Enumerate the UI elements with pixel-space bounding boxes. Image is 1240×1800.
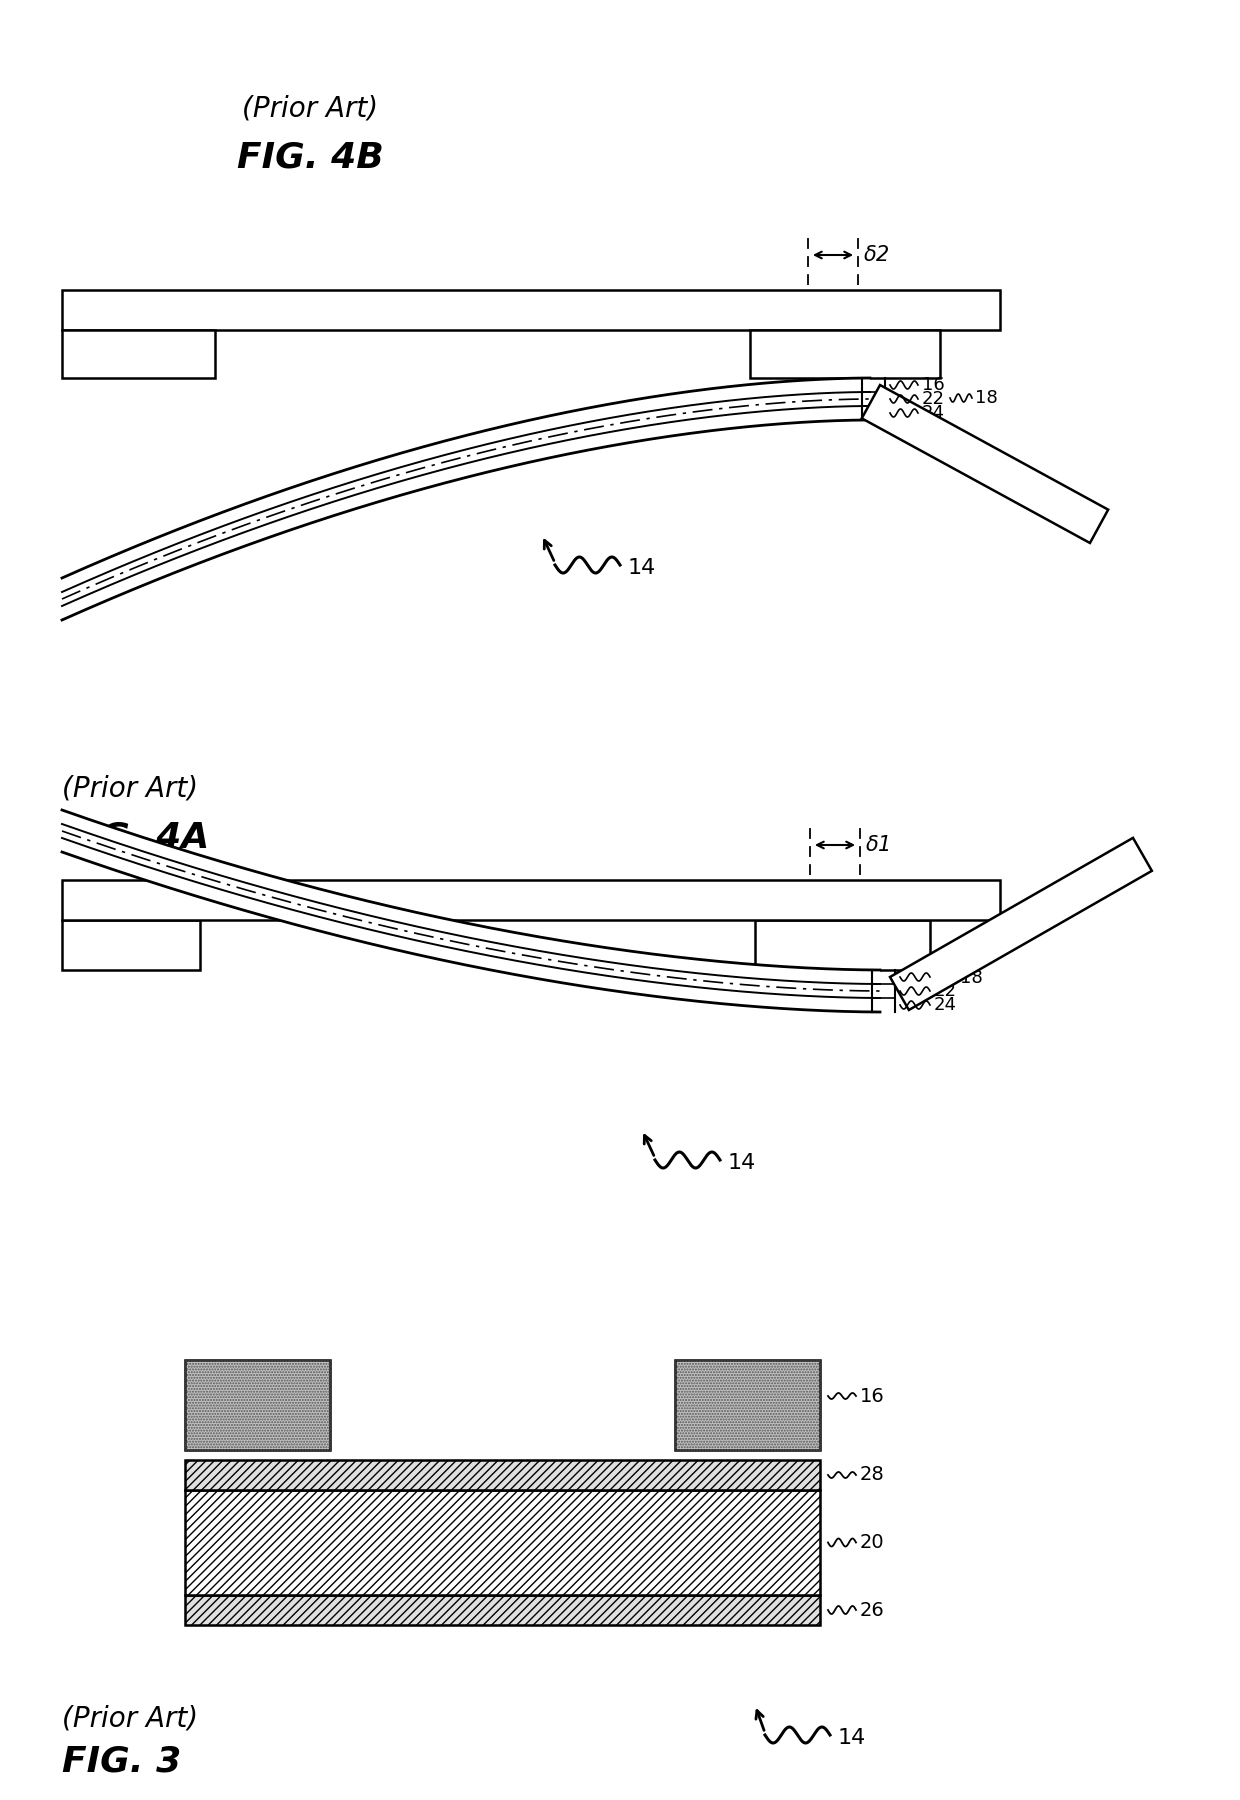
Text: 16: 16 bbox=[934, 968, 957, 986]
Bar bbox=[62, 290, 999, 329]
Text: 18: 18 bbox=[960, 968, 983, 986]
Bar bbox=[675, 1361, 820, 1451]
Bar bbox=[755, 920, 930, 970]
Bar bbox=[185, 1595, 820, 1625]
Bar bbox=[675, 1361, 820, 1451]
Text: 14: 14 bbox=[728, 1154, 756, 1174]
Text: 26: 26 bbox=[861, 1600, 885, 1620]
Text: FIG. 4B: FIG. 4B bbox=[237, 140, 383, 175]
Polygon shape bbox=[890, 837, 1152, 1010]
Text: FIG. 3: FIG. 3 bbox=[62, 1744, 181, 1778]
Text: $\delta$1: $\delta$1 bbox=[866, 835, 890, 855]
Text: 22: 22 bbox=[934, 983, 957, 1001]
Text: (Prior Art): (Prior Art) bbox=[62, 1705, 198, 1733]
Bar bbox=[62, 880, 999, 920]
Bar bbox=[185, 1361, 330, 1451]
Bar bbox=[185, 1460, 820, 1490]
Bar bbox=[62, 920, 200, 970]
Bar bbox=[62, 329, 215, 378]
Text: $\delta$2: $\delta$2 bbox=[863, 245, 890, 265]
Bar bbox=[185, 1490, 820, 1595]
Polygon shape bbox=[62, 378, 870, 619]
Text: 16: 16 bbox=[923, 376, 945, 394]
Text: (Prior Art): (Prior Art) bbox=[62, 776, 198, 803]
Text: 14: 14 bbox=[627, 558, 656, 578]
Text: FIG. 4A: FIG. 4A bbox=[62, 821, 210, 853]
Polygon shape bbox=[862, 385, 1109, 544]
Bar bbox=[185, 1460, 820, 1490]
Text: 24: 24 bbox=[934, 995, 957, 1013]
Text: 28: 28 bbox=[861, 1465, 885, 1485]
Bar bbox=[185, 1361, 330, 1451]
Text: 16: 16 bbox=[861, 1386, 885, 1406]
Bar bbox=[185, 1490, 820, 1595]
Text: 18: 18 bbox=[975, 389, 998, 407]
Text: 22: 22 bbox=[923, 391, 945, 409]
Text: 14: 14 bbox=[838, 1728, 867, 1748]
Bar bbox=[750, 329, 940, 378]
Text: 20: 20 bbox=[861, 1534, 884, 1552]
Text: (Prior Art): (Prior Art) bbox=[242, 95, 378, 122]
Text: 24: 24 bbox=[923, 403, 945, 421]
Polygon shape bbox=[62, 810, 880, 1012]
Bar bbox=[185, 1595, 820, 1625]
